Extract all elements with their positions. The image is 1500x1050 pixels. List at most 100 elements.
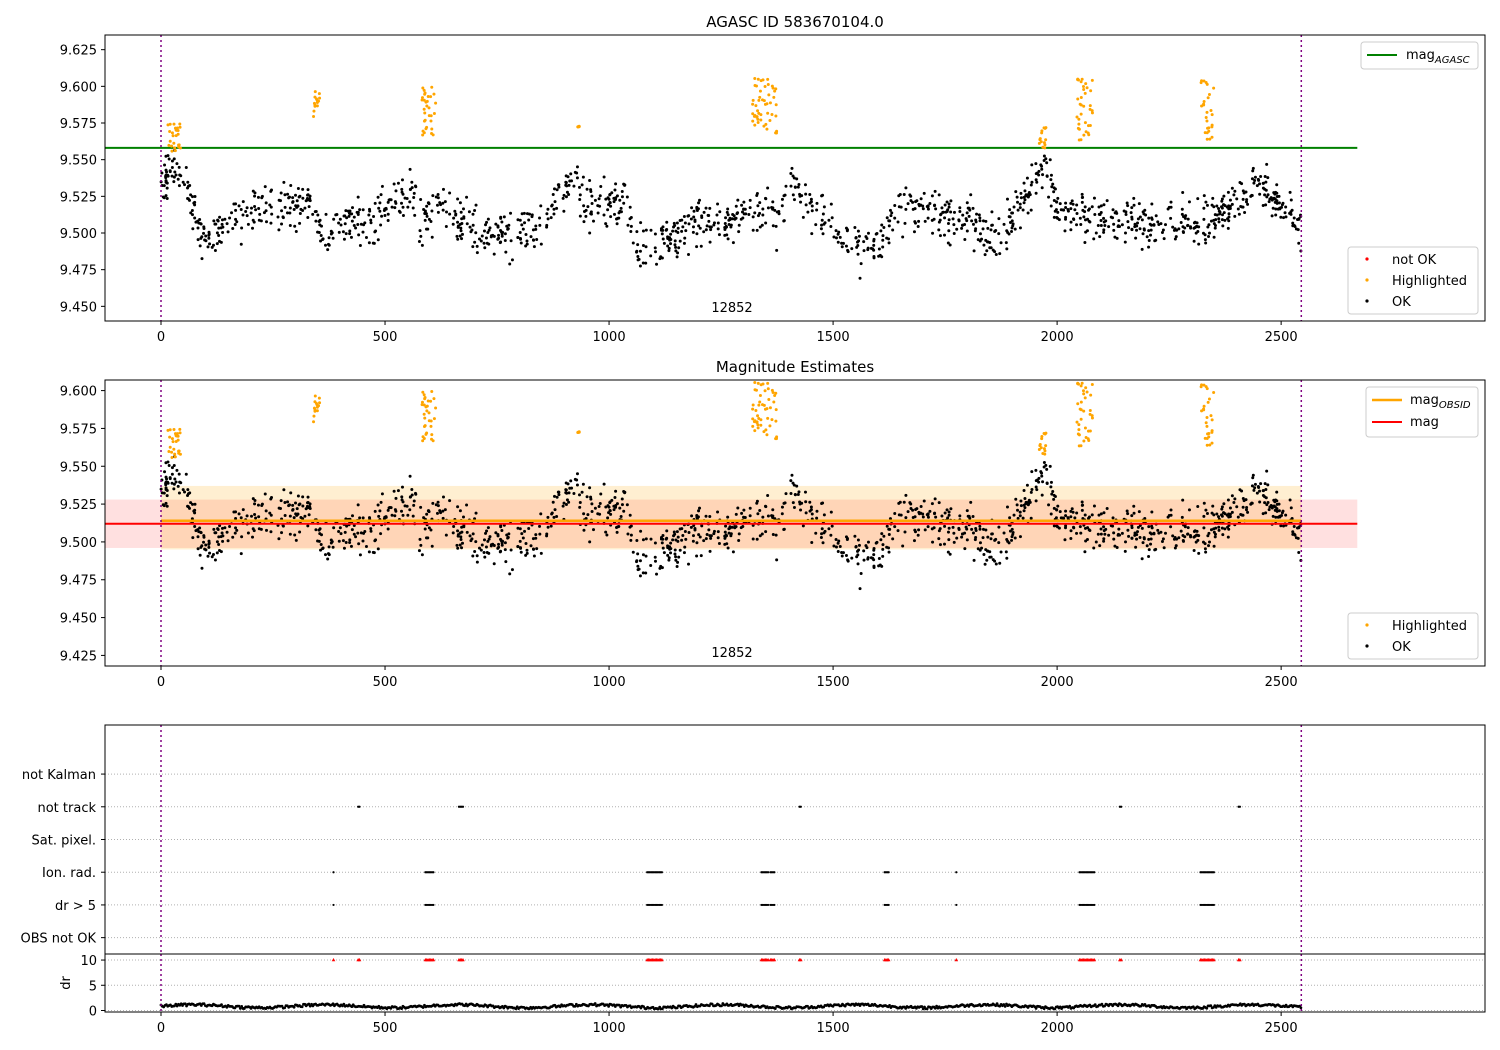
panel2-xtick-label: 2000 xyxy=(1041,675,1074,690)
ok-point xyxy=(887,550,891,554)
ok-point xyxy=(441,201,445,205)
dr-point xyxy=(708,1004,711,1008)
ok-point xyxy=(234,217,238,221)
ok-point xyxy=(585,495,589,499)
ok-point xyxy=(369,218,373,222)
ok-point xyxy=(926,525,930,529)
ok-point xyxy=(622,509,626,513)
ok-point xyxy=(319,224,323,228)
ok-point xyxy=(764,197,768,201)
ok-point xyxy=(253,498,257,502)
ok-point xyxy=(419,198,423,202)
ok-point xyxy=(1181,230,1185,234)
ok-point xyxy=(1232,501,1236,505)
ok-point xyxy=(667,556,671,560)
ok-point xyxy=(658,566,662,570)
ok-point xyxy=(323,243,327,247)
ok-point xyxy=(193,511,197,515)
flag-category-label: not track xyxy=(37,801,96,816)
ok-point xyxy=(1227,515,1231,519)
ok-point xyxy=(1169,216,1173,220)
ok-point xyxy=(1008,516,1012,520)
highlighted-point xyxy=(312,414,316,418)
flag-point xyxy=(767,903,770,907)
ok-point xyxy=(1099,211,1103,215)
dr-clipped-marker xyxy=(331,958,336,962)
ok-point xyxy=(444,533,448,537)
ok-point xyxy=(1111,516,1115,520)
ok-point xyxy=(872,243,876,247)
ok-point xyxy=(534,224,538,228)
ok-point xyxy=(1136,217,1140,221)
flag-point xyxy=(358,805,361,808)
highlighted-point xyxy=(1204,115,1208,119)
legend-not-ok-marker xyxy=(1365,257,1369,261)
ok-point xyxy=(644,571,648,575)
ok-point xyxy=(608,201,612,205)
ok-point xyxy=(546,515,550,519)
ok-point xyxy=(186,197,190,201)
highlighted-point xyxy=(424,432,428,436)
ok-point xyxy=(963,547,967,551)
ok-point xyxy=(288,211,292,215)
ok-point xyxy=(551,193,555,197)
ok-point xyxy=(206,554,210,558)
ok-point xyxy=(682,551,686,555)
highlighted-point xyxy=(1207,92,1211,96)
ok-point xyxy=(475,251,479,255)
ok-point xyxy=(756,512,760,516)
ok-point xyxy=(909,507,913,511)
ok-point xyxy=(751,537,755,541)
ok-point xyxy=(1212,527,1216,531)
legend2-ok-marker xyxy=(1365,644,1369,648)
highlighted-point xyxy=(427,419,431,423)
ok-point xyxy=(584,214,588,218)
ok-point xyxy=(622,201,626,205)
ok-point xyxy=(306,188,310,192)
ok-point xyxy=(1217,525,1221,529)
ok-point xyxy=(716,536,720,540)
highlighted-point xyxy=(757,416,761,420)
ok-point xyxy=(1120,223,1124,227)
ok-point xyxy=(279,499,283,503)
ok-point xyxy=(696,515,700,519)
panel2-plot-area: 0 500 1000 1500 2000 25009.4259.4509.4759.500… xyxy=(60,380,1358,690)
ok-point xyxy=(392,489,396,493)
ok-point xyxy=(549,216,553,220)
ok-point xyxy=(425,204,429,208)
ok-point xyxy=(1081,503,1085,507)
ok-point xyxy=(1029,516,1033,520)
ok-point xyxy=(480,543,484,547)
ok-point xyxy=(235,528,239,532)
dr-point xyxy=(773,1007,777,1011)
ok-point xyxy=(1126,204,1130,208)
ok-point xyxy=(423,218,427,222)
ok-point xyxy=(737,223,741,227)
ok-point xyxy=(420,553,424,557)
ok-point xyxy=(1211,196,1215,200)
ok-point xyxy=(834,229,838,233)
ok-point xyxy=(926,205,930,209)
ok-point xyxy=(572,492,576,496)
ok-point xyxy=(836,240,840,244)
ok-point xyxy=(1080,500,1084,504)
ok-point xyxy=(740,203,744,207)
ok-point xyxy=(293,224,297,228)
ok-point xyxy=(1004,241,1008,245)
ok-point xyxy=(474,511,478,515)
ok-point xyxy=(998,252,1002,256)
ok-point xyxy=(1111,208,1115,212)
flag-point xyxy=(1238,805,1242,808)
ok-point xyxy=(965,211,969,215)
ok-point xyxy=(856,562,860,566)
ok-point xyxy=(524,232,528,236)
ok-point xyxy=(707,528,711,532)
ok-point xyxy=(1213,532,1217,536)
ok-point xyxy=(864,544,868,548)
panel1-ytick-label: 9.500 xyxy=(60,227,97,242)
highlighted-point xyxy=(1076,77,1080,81)
ok-point xyxy=(471,245,475,249)
ok-point xyxy=(183,183,187,187)
ok-point xyxy=(683,545,687,549)
ok-point xyxy=(499,240,503,244)
